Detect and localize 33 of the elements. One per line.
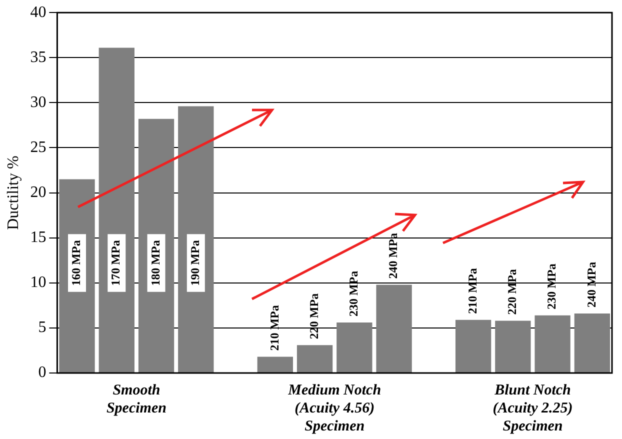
x-tick-label: 230 MPa: [544, 264, 559, 310]
y-tick-label: 35: [30, 48, 46, 66]
bar: [376, 284, 412, 372]
x-tick-label: 240 MPa: [584, 262, 598, 308]
bar: [574, 314, 610, 372]
x-tick-label: 170 MPa: [108, 240, 123, 286]
y-axis-title: Ductility %: [4, 156, 22, 230]
bar: [336, 322, 372, 372]
x-tick-label: 190 MPa: [188, 240, 202, 286]
x-tick-label: 220 MPa: [505, 269, 520, 315]
bar: [98, 48, 134, 372]
text: Medium Notch (Acuity 4.56) Specimen: [287, 382, 382, 434]
y-tick-label: 10: [30, 274, 46, 292]
y-tick-label: 20: [30, 184, 46, 202]
y-tick-label: 15: [30, 229, 46, 246]
bar: [495, 320, 531, 372]
x-tick-label: 240 MPa: [386, 233, 400, 279]
y-tick-label: 40: [30, 4, 46, 21]
text: Smooth Specimen: [106, 382, 166, 416]
text: Blunt Notch (Acuity 2.25) Specimen: [492, 382, 573, 434]
bar: [138, 118, 174, 372]
y-tick-label: 5: [38, 319, 46, 336]
y-tick-label: 25: [30, 138, 46, 156]
bar: [455, 320, 492, 372]
y-tick-label: 0: [38, 364, 46, 382]
x-tick-label: 220 MPa: [306, 293, 321, 340]
bar: [296, 345, 333, 372]
y-tick-label: 30: [30, 94, 46, 111]
bar: [534, 315, 570, 372]
bar: [178, 106, 214, 372]
bar: [257, 356, 293, 372]
x-tick-label: 160 MPa: [69, 240, 84, 286]
x-tick-label: 180 MPa: [148, 240, 162, 286]
